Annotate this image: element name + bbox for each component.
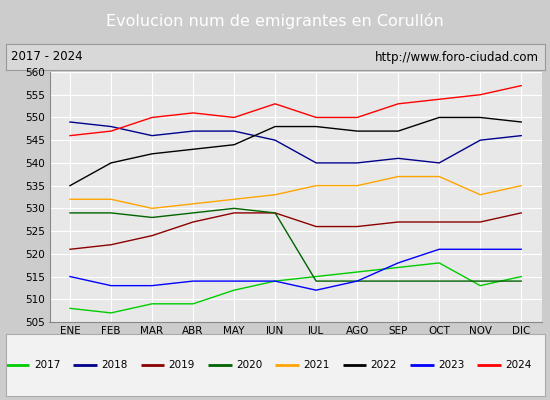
- Text: 2017 - 2024: 2017 - 2024: [11, 50, 82, 64]
- Text: 2020: 2020: [236, 360, 262, 370]
- Text: 2024: 2024: [505, 360, 532, 370]
- Text: 2019: 2019: [168, 360, 195, 370]
- Text: 2021: 2021: [303, 360, 329, 370]
- Text: 2018: 2018: [101, 360, 128, 370]
- Text: 2022: 2022: [371, 360, 397, 370]
- Text: Evolucion num de emigrantes en Corullón: Evolucion num de emigrantes en Corullón: [106, 13, 444, 29]
- Text: 2017: 2017: [34, 360, 60, 370]
- Text: 2023: 2023: [438, 360, 464, 370]
- Text: http://www.foro-ciudad.com: http://www.foro-ciudad.com: [375, 50, 539, 64]
